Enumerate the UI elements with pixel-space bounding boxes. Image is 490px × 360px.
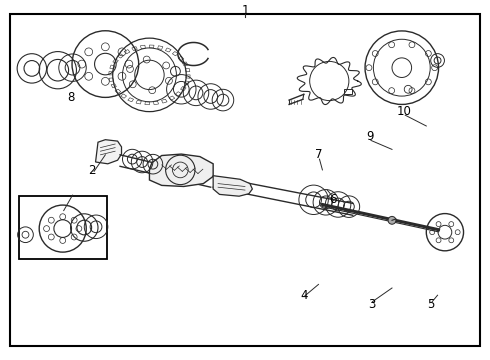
Circle shape [388, 216, 396, 224]
Text: 9: 9 [366, 130, 374, 143]
Text: 2: 2 [88, 165, 96, 177]
Bar [19, 196, 107, 259]
Text: 1: 1 [241, 4, 249, 17]
Polygon shape [213, 176, 252, 196]
Text: 8: 8 [67, 91, 75, 104]
Text: 6: 6 [329, 193, 337, 206]
Polygon shape [149, 154, 213, 186]
Text: 10: 10 [397, 105, 412, 118]
Bar [344, 89, 352, 94]
Polygon shape [96, 140, 122, 164]
Text: 4: 4 [300, 289, 308, 302]
Text: 3: 3 [368, 298, 375, 311]
Text: 7: 7 [315, 148, 322, 161]
Text: 5: 5 [427, 298, 435, 311]
